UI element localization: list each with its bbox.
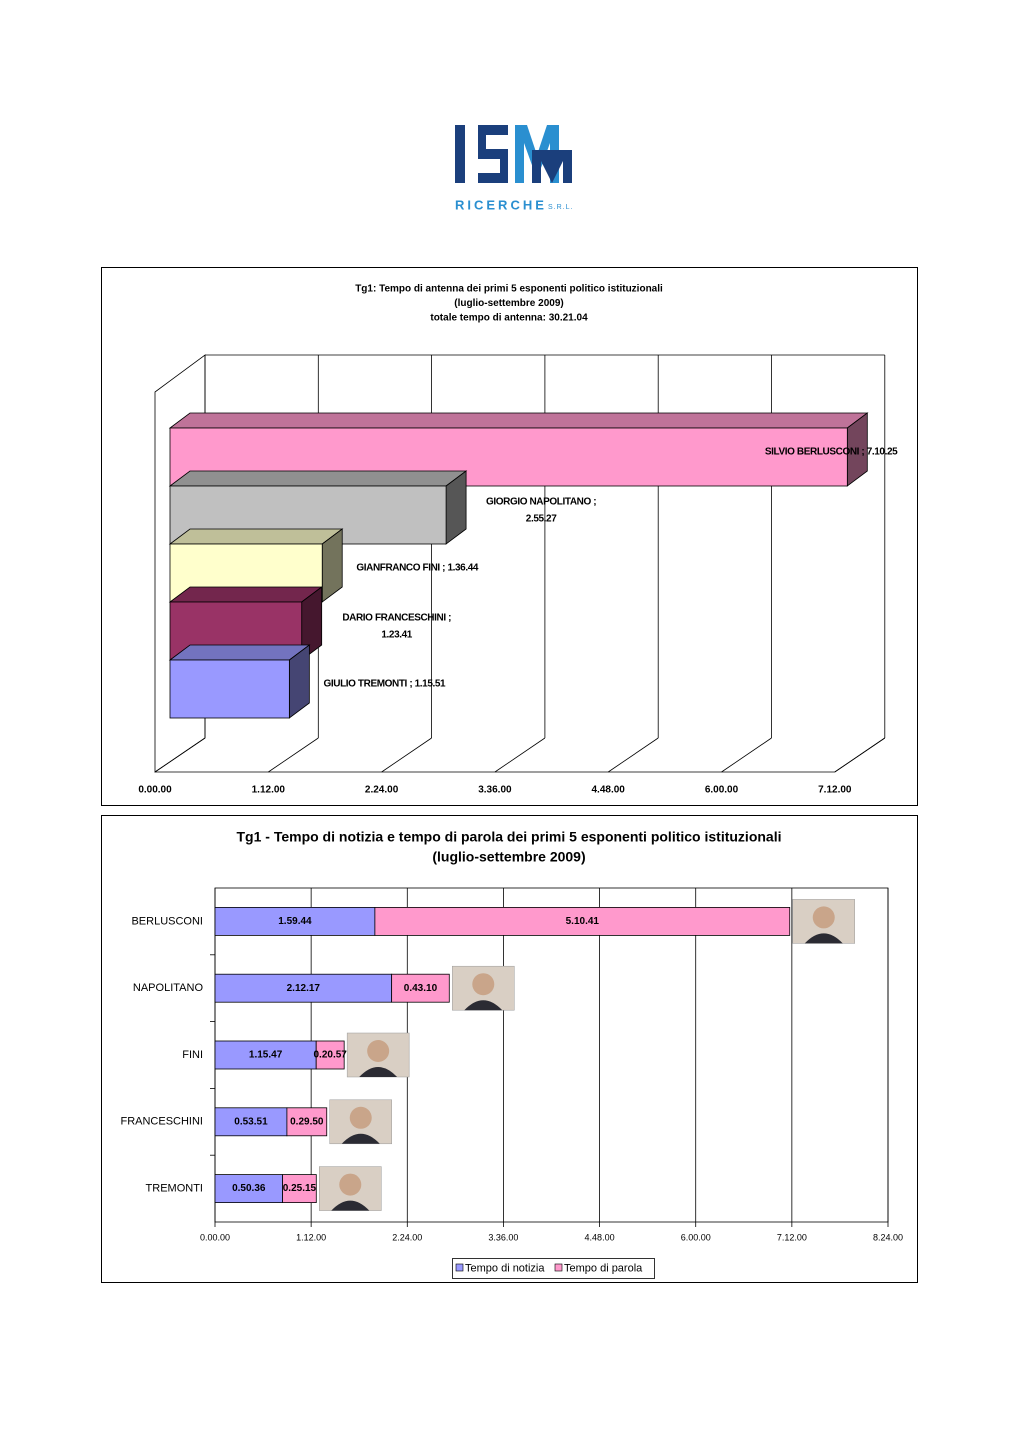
x-tick-label: 3.36.00 xyxy=(488,1232,518,1242)
x-tick-label: 4.48.00 xyxy=(592,785,626,796)
data-label: GIORGIO NAPOLITANO ; xyxy=(486,497,596,508)
data-label: GIULIO TREMONTI ; 1.15.51 xyxy=(324,679,447,690)
data-label: GIANFRANCO FINI ; 1.36.44 xyxy=(356,563,479,574)
photo-face xyxy=(367,1040,390,1062)
chart-title: totale tempo di antenna: 30.21.04 xyxy=(430,313,588,324)
bar-segment xyxy=(374,907,791,936)
bar-segment xyxy=(214,973,393,1003)
grid-line xyxy=(834,737,886,773)
chart-2: Tg1 - Tempo di notizia e tempo di parola… xyxy=(120,829,903,1279)
bar-top xyxy=(168,586,323,603)
data-label: DARIO FRANCESCHINI ; xyxy=(342,613,451,624)
bar-segment xyxy=(391,973,450,1003)
data-label: 1.15.47 xyxy=(249,1050,283,1061)
data-label: 0.50.36 xyxy=(232,1183,266,1194)
bar-segment xyxy=(286,1107,328,1137)
data-label: 0.29.50 xyxy=(290,1116,324,1127)
grid-line xyxy=(381,737,432,773)
y-tick-label: BERLUSCONI xyxy=(131,915,203,927)
photo-face xyxy=(339,1173,362,1196)
data-label: 0.25.15 xyxy=(283,1183,317,1194)
logo: RICERCHE S.R.L. xyxy=(455,125,573,212)
x-tick-label: 1.12.00 xyxy=(252,785,286,796)
x-tick-label: 3.36.00 xyxy=(478,785,512,796)
grid-line xyxy=(268,737,319,773)
x-tick-label: 2.24.00 xyxy=(392,1232,422,1242)
data-label: 1.59.44 xyxy=(278,916,312,927)
bar-top xyxy=(168,470,468,487)
x-tick-label: 0.00.00 xyxy=(138,785,172,796)
legend-swatch xyxy=(455,1263,464,1272)
legend-swatch xyxy=(554,1263,563,1272)
x-tick-label: 7.12.00 xyxy=(818,785,852,796)
chart-frame xyxy=(101,815,918,1283)
data-label: 5.10.41 xyxy=(566,916,600,927)
photo-suit xyxy=(359,1067,398,1077)
logo-suffix: S.R.L. xyxy=(548,204,573,211)
grid-line xyxy=(494,737,546,773)
chart-title: Tg1 - Tempo di notizia e tempo di parola… xyxy=(236,829,781,845)
grid-line xyxy=(721,737,772,773)
x-tick-label: 0.00.00 xyxy=(200,1232,230,1242)
legend-label: Tempo di parola xyxy=(564,1262,643,1274)
bar-segment xyxy=(282,1174,317,1203)
data-label: 2.12.17 xyxy=(287,983,321,994)
bar-top xyxy=(168,528,344,545)
photo-suit xyxy=(331,1200,370,1211)
x-tick-label: 6.00.00 xyxy=(681,1232,711,1242)
x-tick-label: 7.12.00 xyxy=(777,1232,807,1242)
bar-segment xyxy=(214,1174,283,1203)
data-label: 0.53.51 xyxy=(234,1116,268,1127)
bar-top xyxy=(168,412,869,429)
chart-title: (luglio-settembre 2009) xyxy=(454,298,563,309)
legend xyxy=(452,1258,655,1279)
photo-face xyxy=(472,973,495,996)
grid-line xyxy=(154,737,206,773)
photo-face xyxy=(349,1106,372,1129)
bar xyxy=(169,659,290,719)
data-label: 2.55.27 xyxy=(526,514,557,525)
x-tick-label: 6.00.00 xyxy=(705,785,739,796)
bar-segment xyxy=(214,1107,288,1137)
photo-suit xyxy=(341,1133,380,1144)
chart-title: (luglio-settembre 2009) xyxy=(432,849,585,865)
photo-suit xyxy=(464,1000,503,1011)
y-tick-label: NAPOLITANO xyxy=(133,982,204,994)
bar-top xyxy=(168,644,311,661)
data-label: SILVIO BERLUSCONI ; 7.10.25 xyxy=(765,447,898,458)
photo-face xyxy=(812,906,835,929)
x-tick-label: 2.24.00 xyxy=(365,785,399,796)
photo-suit xyxy=(804,933,843,944)
chart-frame xyxy=(101,267,918,806)
data-label: 0.43.10 xyxy=(404,983,438,994)
chart-1: Tg1: Tempo di antenna dei primi 5 espone… xyxy=(138,284,898,796)
grid-line xyxy=(607,737,659,773)
data-label: 1.23.41 xyxy=(381,630,412,641)
bar-segment xyxy=(214,907,376,936)
y-tick-label: TREMONTI xyxy=(146,1183,203,1195)
bar-segment xyxy=(315,1040,345,1070)
x-tick-label: 8.24.00 xyxy=(873,1232,903,1242)
x-tick-label: 1.12.00 xyxy=(296,1232,326,1242)
y-tick-label: FINI xyxy=(182,1049,203,1061)
logo-text: RICERCHE xyxy=(455,197,547,212)
y-tick-label: FRANCESCHINI xyxy=(120,1116,203,1128)
chart-title: Tg1: Tempo di antenna dei primi 5 espone… xyxy=(355,284,663,295)
legend-label: Tempo di notizia xyxy=(465,1262,545,1274)
data-label: 0.20.57 xyxy=(313,1050,347,1061)
x-tick-label: 4.48.00 xyxy=(585,1232,615,1242)
